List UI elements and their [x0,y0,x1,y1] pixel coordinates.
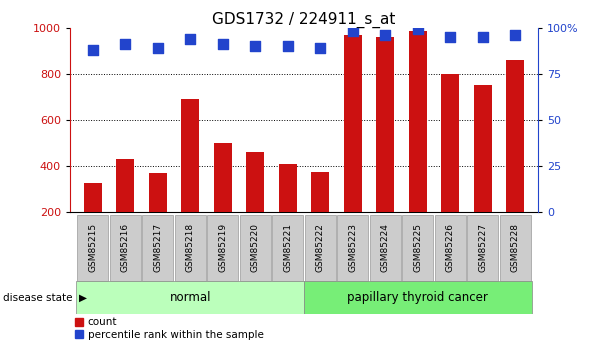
FancyBboxPatch shape [109,215,141,280]
Bar [376,37,394,212]
Bar [214,143,232,212]
Point [348,29,358,34]
FancyBboxPatch shape [142,215,173,280]
FancyBboxPatch shape [77,215,108,280]
Point [283,43,292,49]
FancyBboxPatch shape [240,215,271,280]
Bar [181,99,199,212]
Point [381,32,390,38]
FancyBboxPatch shape [402,215,434,280]
Bar [116,159,134,212]
Bar [409,31,427,212]
FancyBboxPatch shape [174,215,206,280]
Point [88,47,97,52]
FancyBboxPatch shape [304,281,531,314]
Bar [149,173,167,212]
Text: GSM85227: GSM85227 [478,223,487,272]
FancyBboxPatch shape [272,215,303,280]
Point [185,36,195,41]
Point [316,45,325,51]
Point [120,41,130,47]
FancyBboxPatch shape [77,281,304,314]
Bar [311,172,329,212]
Point [511,32,520,38]
Bar [84,183,102,212]
FancyBboxPatch shape [500,215,531,280]
Text: disease state  ▶: disease state ▶ [3,293,87,302]
FancyBboxPatch shape [305,215,336,280]
Bar [441,74,459,212]
Text: GSM85223: GSM85223 [348,223,358,272]
Text: GSM85220: GSM85220 [250,223,260,272]
Text: GSM85224: GSM85224 [381,223,390,272]
FancyBboxPatch shape [370,215,401,280]
FancyBboxPatch shape [337,215,368,280]
Text: GSM85217: GSM85217 [153,223,162,272]
Text: papillary thyroid cancer: papillary thyroid cancer [347,291,488,304]
Point [478,34,488,40]
Text: GSM85228: GSM85228 [511,223,520,272]
FancyBboxPatch shape [207,215,238,280]
Bar [506,60,524,212]
Bar [474,85,492,212]
Text: GSM85225: GSM85225 [413,223,423,272]
Text: GSM85215: GSM85215 [88,223,97,272]
Point [250,43,260,49]
Text: GSM85216: GSM85216 [121,223,130,272]
Text: GSM85219: GSM85219 [218,223,227,272]
Bar [246,152,264,212]
FancyBboxPatch shape [467,215,499,280]
Bar [279,164,297,212]
Point [446,34,455,40]
Text: normal: normal [170,291,211,304]
Point [413,27,423,32]
Text: GSM85222: GSM85222 [316,223,325,272]
Legend: count, percentile rank within the sample: count, percentile rank within the sample [75,317,263,340]
Text: GSM85226: GSM85226 [446,223,455,272]
Bar [344,34,362,212]
Text: GSM85221: GSM85221 [283,223,292,272]
FancyBboxPatch shape [435,215,466,280]
Title: GDS1732 / 224911_s_at: GDS1732 / 224911_s_at [212,11,396,28]
Point [218,41,227,47]
Text: GSM85218: GSM85218 [185,223,195,272]
Point [153,45,162,51]
